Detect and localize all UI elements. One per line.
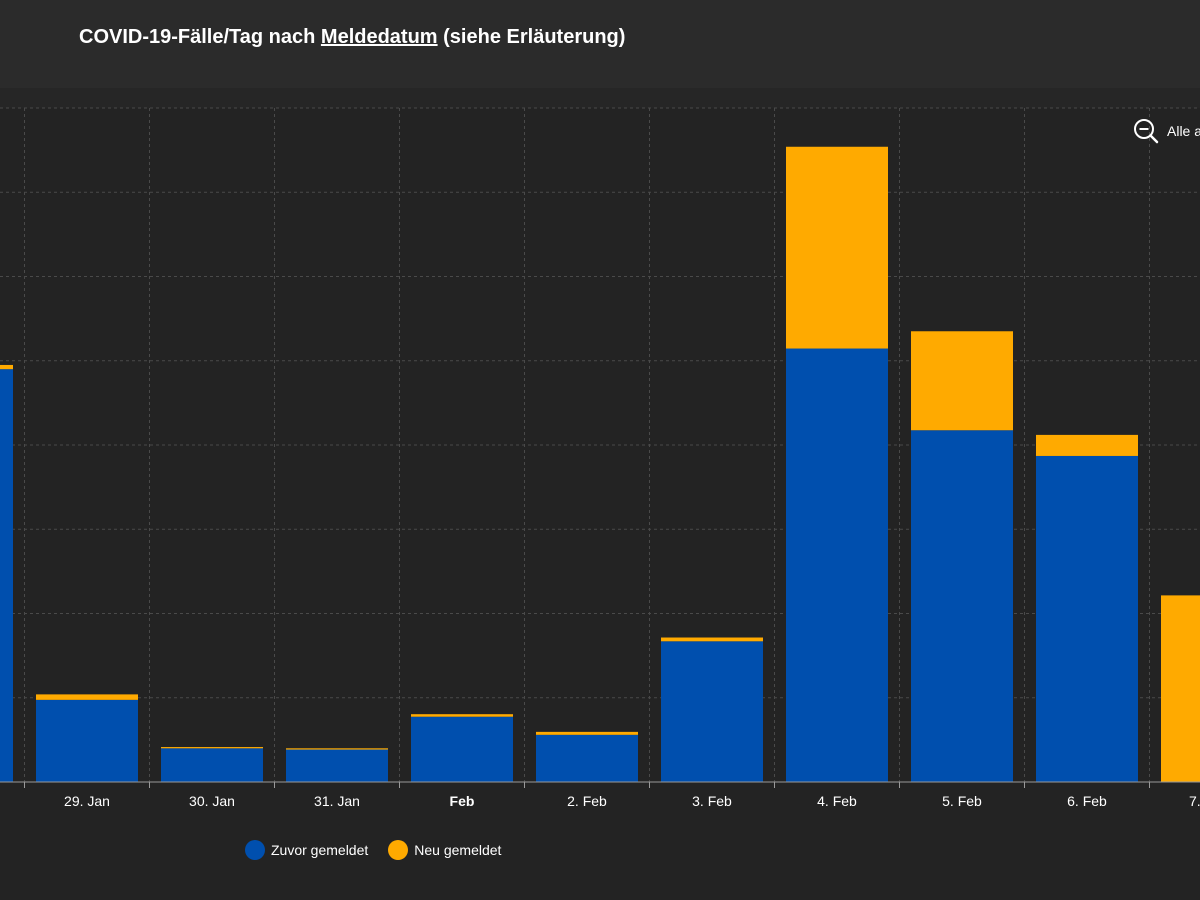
title-prefix: COVID-19-Fälle/Tag nach (79, 26, 321, 48)
legend-item-neu[interactable]: Neu gemeldet (388, 840, 501, 860)
bar-zuvor-gemeldet[interactable] (36, 699, 138, 782)
meldedatum-link[interactable]: Meldedatum (320, 26, 438, 48)
bar-zuvor-gemeldet[interactable] (286, 749, 388, 782)
bar-zuvor-gemeldet[interactable] (0, 369, 13, 782)
legend-dot-zuvor (245, 840, 265, 860)
x-tick-label: 7. (1189, 793, 1200, 809)
chart-title: COVID-19-Fälle/Tag nach Meldedatum (sieh… (79, 26, 625, 49)
bar-neu-gemeldet[interactable] (786, 146, 888, 349)
bar-neu-gemeldet[interactable] (161, 747, 263, 749)
x-tick-label: 2. Feb (567, 793, 607, 809)
zoom-reset-button[interactable]: Alle a (1133, 118, 1200, 144)
legend-label-neu: Neu gemeldet (414, 842, 502, 858)
bar-zuvor-gemeldet[interactable] (786, 348, 888, 782)
title-suffix: (siehe Erläuterung) (437, 26, 626, 48)
bar-neu-gemeldet[interactable] (911, 331, 1013, 431)
bar-zuvor-gemeldet[interactable] (1036, 455, 1138, 782)
bar-neu-gemeldet[interactable] (411, 714, 513, 717)
bar-neu-gemeldet[interactable] (1036, 434, 1138, 456)
zoom-reset-label: Alle a (1167, 123, 1200, 139)
bar-neu-gemeldet[interactable] (36, 694, 138, 700)
chart-legend: Zuvor gemeldet Neu gemeldet (245, 840, 501, 860)
legend-item-zuvor[interactable]: Zuvor gemeldet (245, 840, 368, 860)
chart-header: COVID-19-Fälle/Tag nach Meldedatum (sieh… (0, 0, 1200, 88)
x-tick-label: 29. Jan (64, 793, 110, 809)
bar-neu-gemeldet[interactable] (286, 748, 388, 750)
bar-zuvor-gemeldet[interactable] (536, 734, 638, 782)
legend-dot-neu (388, 840, 409, 860)
bar-neu-gemeldet[interactable] (1161, 595, 1200, 782)
x-tick-label: 30. Jan (189, 793, 235, 809)
bar-neu-gemeldet[interactable] (0, 364, 13, 370)
bar-zuvor-gemeldet[interactable] (661, 641, 763, 782)
bar-zuvor-gemeldet[interactable] (161, 748, 263, 782)
x-tick-label: 31. Jan (314, 793, 360, 809)
zoom-out-icon (1134, 119, 1159, 144)
legend-label-zuvor: Zuvor gemeldet (271, 842, 369, 858)
bar-neu-gemeldet[interactable] (536, 731, 638, 735)
bar-zuvor-gemeldet[interactable] (911, 430, 1013, 782)
x-tick-label: Feb (450, 793, 475, 809)
x-tick-label: 4. Feb (817, 793, 857, 809)
x-tick-label: 6. Feb (1067, 793, 1107, 809)
bar-neu-gemeldet[interactable] (661, 637, 763, 642)
x-tick-label: 3. Feb (692, 793, 732, 809)
bar-zuvor-gemeldet[interactable] (411, 716, 513, 782)
x-tick-label: 5. Feb (942, 793, 982, 809)
